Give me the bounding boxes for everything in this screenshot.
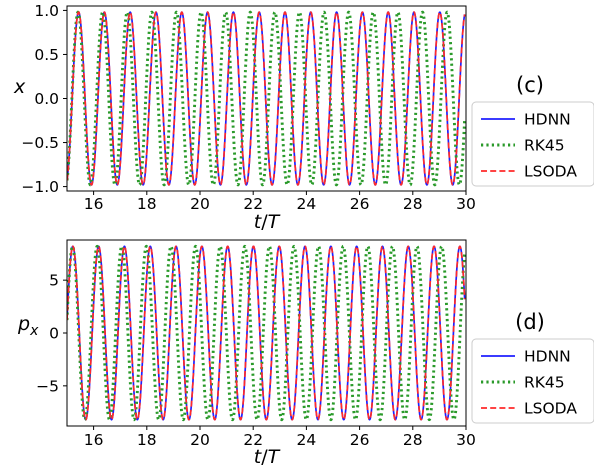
legend-label-lsoda: LSODA: [524, 163, 577, 181]
legend-box: [471, 101, 594, 187]
legend-label-hdnn: HDNN: [524, 111, 571, 129]
y-tick-label: −1.0: [21, 178, 59, 196]
x-tick-label: 24: [297, 431, 317, 449]
series-line-lsoda: [67, 11, 466, 186]
x-tick-label: 22: [243, 431, 263, 449]
x-tick-label: 20: [190, 195, 210, 213]
panel-c: 16 18 20 22 24 26 28 30 1.0 0.5 0.0 −0.5 −1.0 t/T x (c)…: [13, 2, 594, 233]
x-tick-label: 24: [297, 195, 317, 213]
series-line-hdnn: [67, 245, 466, 421]
x-tick-label: 28: [403, 431, 423, 449]
y-tick-label: 0: [49, 325, 59, 343]
series-line-lsoda: [67, 245, 466, 421]
series-line-rk45: [67, 10, 466, 187]
series-group: [67, 244, 466, 422]
x-tick-label: 20: [190, 431, 210, 449]
legend-box: [471, 338, 594, 424]
y-tick-label: 0.0: [34, 90, 59, 108]
x-tick-label: 28: [403, 195, 423, 213]
legend: HDNN RK45 LSODA: [471, 101, 594, 187]
legend-label-rk45: RK45: [524, 137, 565, 155]
x-tick-label: 26: [350, 431, 370, 449]
y-tick-label: 1.0: [34, 2, 59, 20]
x-axis-label: t/T: [254, 211, 281, 233]
y-tick-label: −0.5: [21, 134, 59, 152]
x-tick-label: 30: [456, 195, 476, 213]
x-tick-label: 16: [84, 431, 104, 449]
panel-label: (c): [516, 73, 544, 97]
x-tick-label: 30: [456, 431, 476, 449]
x-axis-label: t/T: [254, 446, 281, 468]
y-axis-label: x: [13, 76, 26, 98]
y-tick-label: 5: [49, 272, 59, 290]
y-tick-label: −5: [36, 377, 59, 395]
y-axis-label: px: [17, 313, 39, 339]
y-tick-label: 0.5: [34, 46, 59, 64]
panel-d: 16 18 20 22 24 26 28 30 5 0 −5 t/T px (d) HDNN RK45 LSOD…: [17, 239, 594, 468]
legend-label-hdnn: HDNN: [524, 348, 571, 366]
legend: HDNN RK45 LSODA: [471, 338, 594, 424]
legend-label-lsoda: LSODA: [524, 400, 577, 418]
x-tick-label: 18: [137, 431, 157, 449]
series-group: [67, 10, 466, 187]
panel-label: (d): [515, 310, 545, 334]
x-tick-label: 22: [243, 195, 263, 213]
legend-label-rk45: RK45: [524, 374, 565, 392]
x-tick-label: 26: [350, 195, 370, 213]
x-tick-label: 18: [137, 195, 157, 213]
x-tick-label: 16: [84, 195, 104, 213]
